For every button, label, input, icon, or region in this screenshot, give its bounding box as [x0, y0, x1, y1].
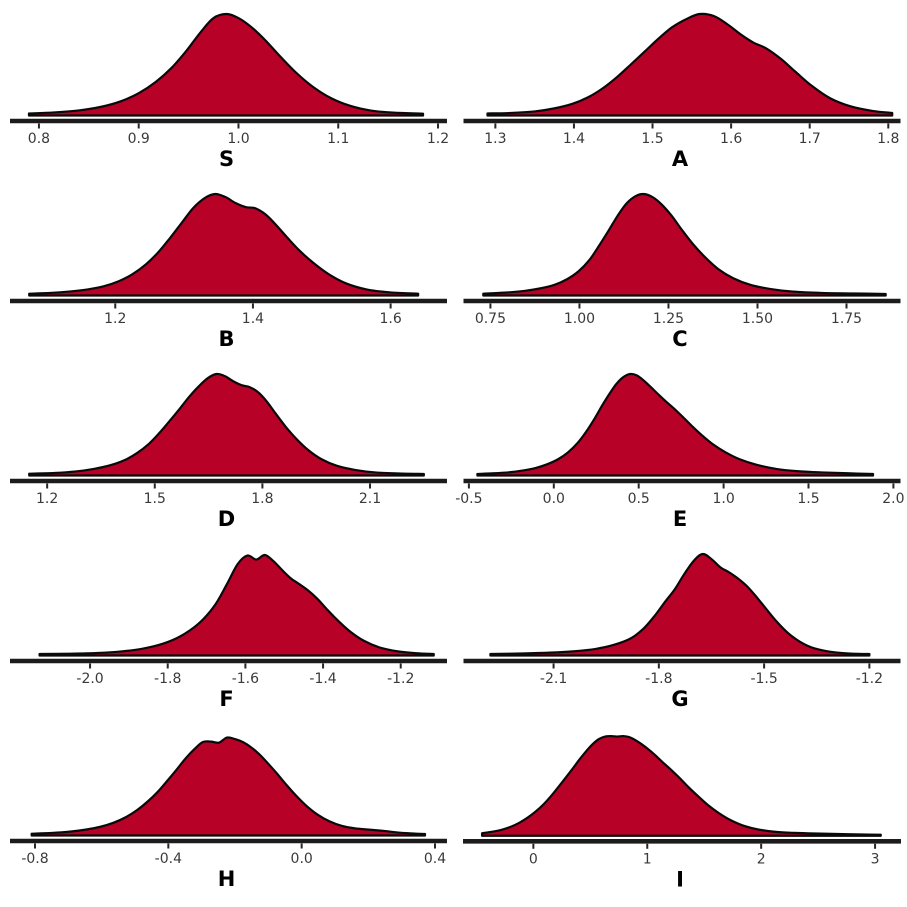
tick-label: -1.4	[309, 671, 336, 687]
plot-label: D	[218, 507, 235, 531]
plot-label: G	[671, 687, 688, 711]
tick-label: 1.7	[799, 131, 821, 147]
density-plot-svg: 0.75 1.00 1.25 1.50 1.75 C	[463, 192, 901, 351]
density-curve	[482, 192, 887, 297]
tick-label: 0.8	[28, 131, 50, 147]
tick-label: -0.8	[21, 851, 48, 867]
tick-label: 1.0	[712, 491, 734, 507]
tick-label: 1.50	[742, 311, 773, 327]
tick-label: 0.0	[543, 491, 565, 507]
tick-label: 0.75	[475, 311, 506, 327]
density-plot-svg: -2.0 -1.8 -1.6 -1.4 -1.2 F	[10, 553, 447, 711]
density-curve	[28, 192, 420, 297]
subplot-I: 0 1 2 3 I	[453, 720, 907, 907]
tick-label: 1.4	[563, 131, 585, 147]
tick-label: 2.0	[882, 491, 904, 507]
density-curve	[489, 552, 871, 657]
tick-label: 1.25	[653, 311, 684, 327]
plot-label: B	[218, 327, 234, 351]
tick-label: -2.1	[540, 671, 567, 687]
plot-label: F	[219, 687, 233, 711]
tick-label: 0.9	[128, 131, 150, 147]
tick-label: 1.6	[720, 131, 742, 147]
density-curve	[481, 734, 882, 837]
tick-label: 2	[757, 851, 766, 867]
tick-label: 1.0	[227, 131, 249, 147]
tick-label: 0.5	[628, 491, 650, 507]
tick-label: 1.5	[144, 491, 166, 507]
density-plot-svg: -0.8 -0.4 0.0 0.4 H	[10, 736, 447, 891]
tick-label: 1.3	[484, 131, 506, 147]
tick-label: 1.8	[877, 131, 899, 147]
plot-label: C	[672, 327, 687, 351]
tick-label: -1.5	[750, 671, 777, 687]
density-curve	[476, 372, 875, 477]
subplot-B: 1.2 1.4 1.6 B	[0, 180, 453, 360]
density-curve	[27, 12, 425, 117]
tick-label: 1.75	[831, 311, 862, 327]
tick-label: 0.4	[424, 851, 446, 867]
tick-label: 1	[643, 851, 652, 867]
tick-label: 1.2	[36, 491, 58, 507]
plot-label: E	[673, 507, 687, 531]
plot-label: H	[218, 867, 236, 891]
subplot-H: -0.8 -0.4 0.0 0.4 H	[0, 720, 453, 907]
tick-label: 1.6	[379, 311, 401, 327]
density-plot-svg: -0.5 0.0 0.5 1.0 1.5 2.0 E	[455, 372, 905, 531]
plot-label: I	[676, 866, 684, 891]
density-curve	[486, 12, 894, 117]
density-plot-svg: 1.2 1.5 1.8 2.1 D	[10, 372, 447, 531]
subplot-F: -2.0 -1.8 -1.6 -1.4 -1.2 F	[0, 540, 453, 720]
tick-label: 1.00	[564, 311, 595, 327]
density-plot-svg: 0.8 0.9 1.0 1.1 1.2 S	[10, 12, 449, 171]
plot-label: A	[672, 147, 689, 171]
subplot-D: 1.2 1.5 1.8 2.1 D	[0, 360, 453, 540]
tick-label: 1.5	[797, 491, 819, 507]
tick-label: 0.0	[291, 851, 313, 867]
tick-label: -1.8	[645, 671, 672, 687]
tick-label: 2.1	[359, 491, 381, 507]
density-curve	[30, 736, 427, 837]
plot-label: S	[219, 147, 234, 171]
density-curve	[38, 553, 435, 657]
tick-label: 1.2	[427, 131, 449, 147]
tick-label: -1.2	[387, 671, 414, 687]
subplot-C: 0.75 1.00 1.25 1.50 1.75 C	[453, 180, 907, 360]
tick-label: 1.5	[641, 131, 663, 147]
tick-label: 1.4	[242, 311, 264, 327]
tick-label: 3	[871, 851, 880, 867]
tick-label: 1.2	[104, 311, 126, 327]
tick-label: -1.6	[232, 671, 259, 687]
tick-label: 1.1	[327, 131, 349, 147]
density-plot-svg: 1.2 1.4 1.6 B	[10, 192, 447, 351]
tick-label: -1.8	[154, 671, 181, 687]
subplot-S: 0.8 0.9 1.0 1.1 1.2 S	[0, 0, 453, 180]
tick-label: 0	[529, 851, 538, 867]
density-plot-svg: 0 1 2 3 I	[463, 734, 901, 891]
tick-label: 1.8	[251, 491, 273, 507]
density-curve	[28, 372, 425, 477]
tick-label: -0.5	[455, 491, 482, 507]
density-plot-svg: 1.3 1.4 1.5 1.6 1.7 1.8 A	[463, 12, 901, 171]
density-plot-svg: -2.1 -1.8 -1.5 -1.2 G	[463, 552, 901, 711]
subplot-E: -0.5 0.0 0.5 1.0 1.5 2.0 E	[453, 360, 907, 540]
subplot-G: -2.1 -1.8 -1.5 -1.2 G	[453, 540, 907, 720]
tick-label: -0.4	[155, 851, 182, 867]
tick-label: -2.0	[76, 671, 103, 687]
tick-label: -1.2	[856, 671, 883, 687]
subplot-A: 1.3 1.4 1.5 1.6 1.7 1.8 A	[453, 0, 907, 180]
